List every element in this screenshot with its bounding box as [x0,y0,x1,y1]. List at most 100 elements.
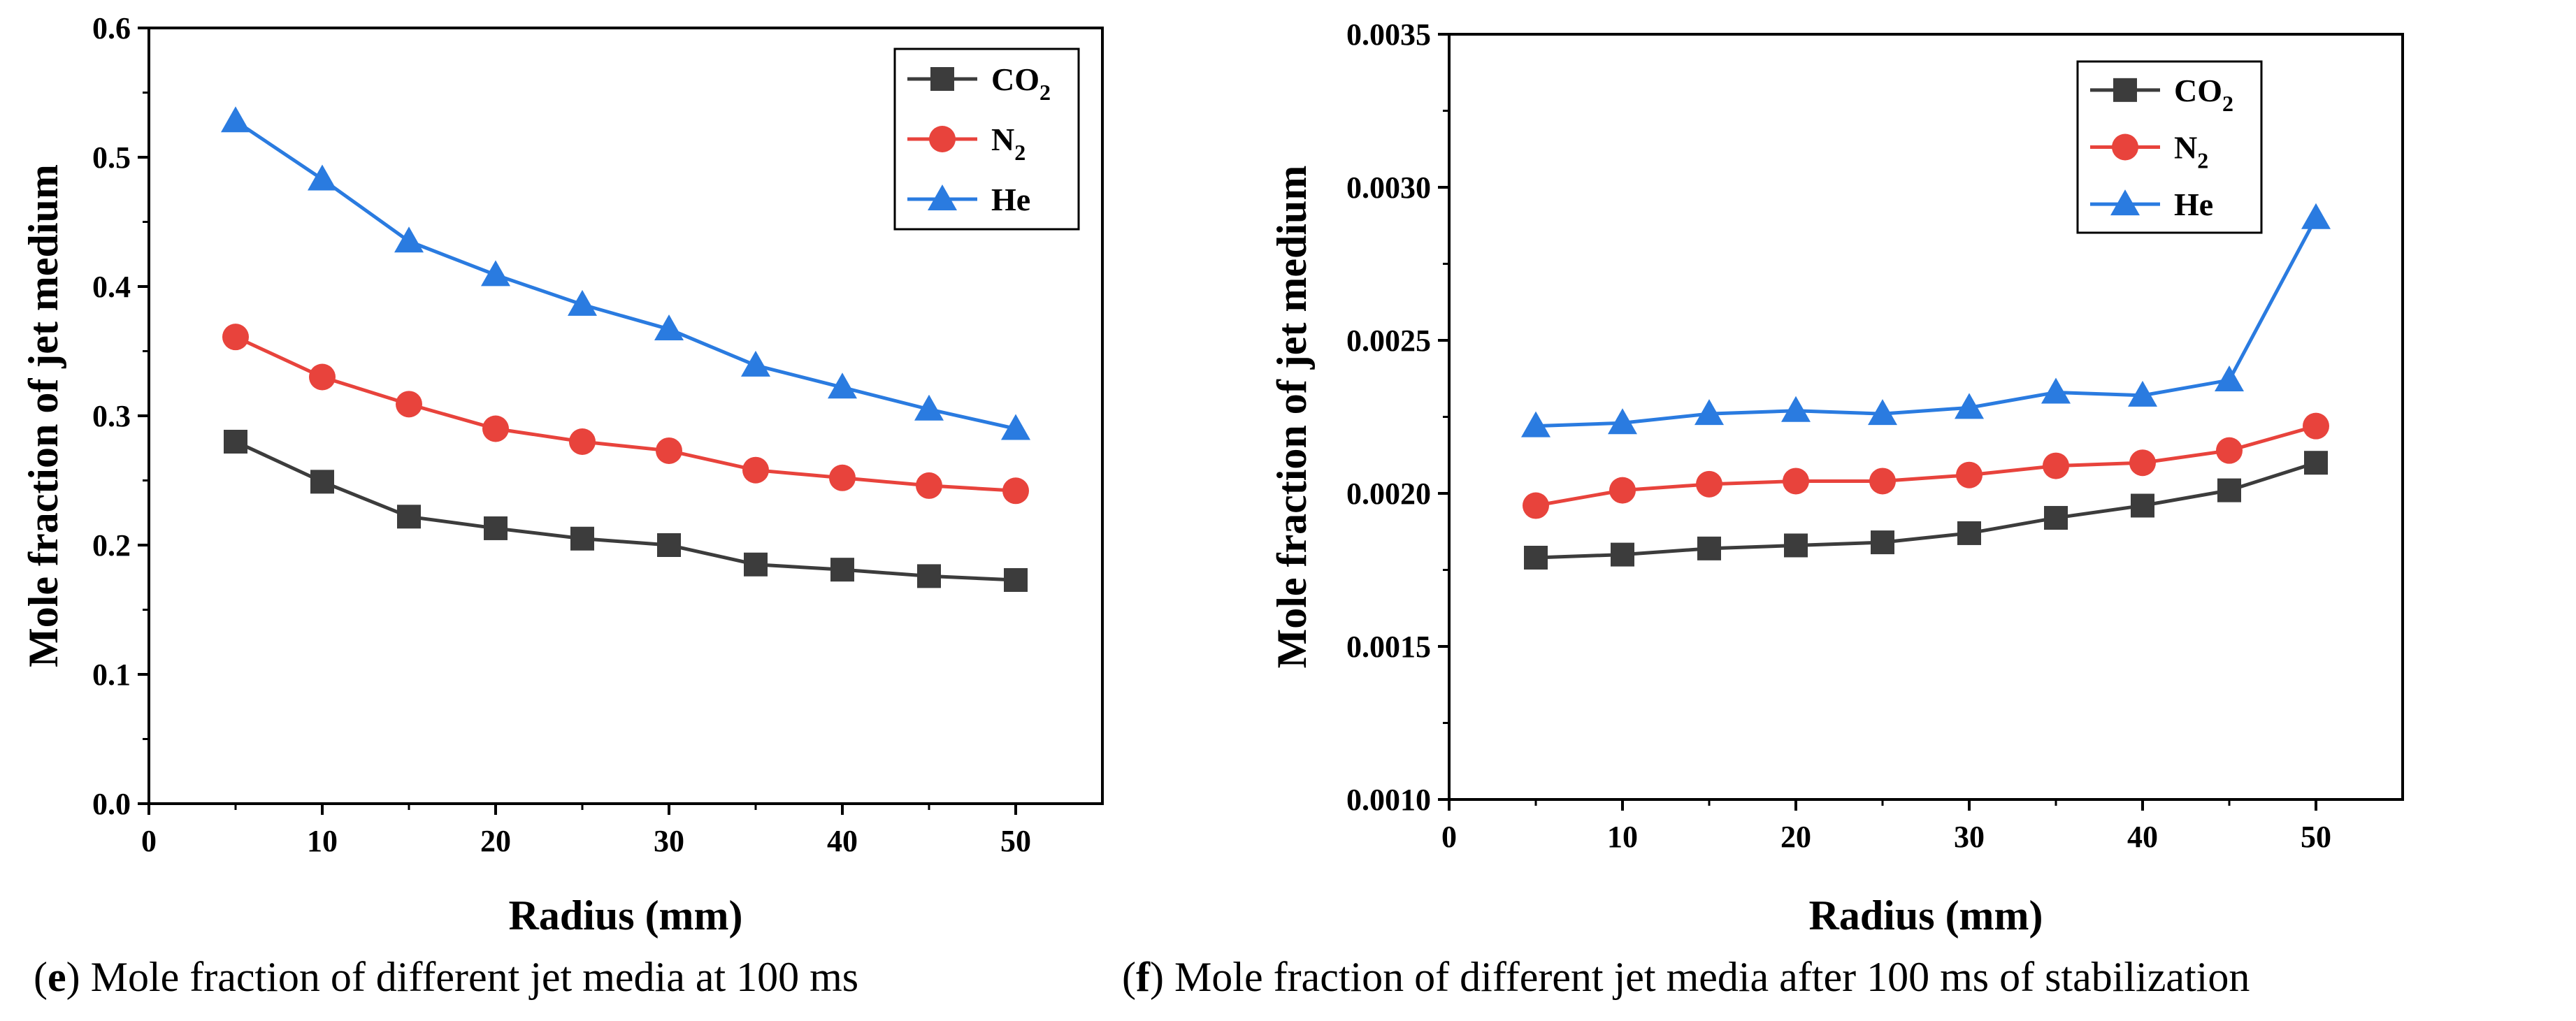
legend-marker [2113,78,2137,102]
x-axis-title: Radius (mm) [1808,892,2043,939]
legend-label: He [991,182,1030,217]
y-tick-label: 0.0035 [1346,17,1431,52]
data-point [916,472,942,499]
legend-item-n2: N2 [907,122,1026,165]
data-point [1869,468,1896,495]
legend-marker [2110,189,2140,216]
data-point [1696,470,1722,498]
data-point [829,464,856,491]
data-point [2128,380,2157,407]
data-point [1521,411,1550,437]
data-point [2043,452,2069,479]
y-tick-label: 0.2 [92,528,131,563]
legend-marker [929,126,956,152]
data-point [1781,396,1811,422]
x-tick-label: 0 [1441,820,1457,854]
legend-label: CO2 [991,61,1051,105]
data-point [484,516,508,540]
data-point [830,558,854,582]
data-point [1956,461,1983,488]
legend-item-n2: N2 [2090,130,2208,173]
data-point [569,428,596,455]
legend: CO2 N2 He [893,48,1080,231]
data-point [1955,393,1984,419]
x-tick-label: 50 [1000,824,1031,858]
data-point [1002,477,1029,505]
y-tick-label: 0.0015 [1346,630,1431,664]
data-point [394,226,424,253]
data-point [221,106,250,133]
series-line [1535,424,2317,507]
data-point [1001,414,1030,440]
legend: CO2 N2 He [2076,60,2263,234]
data-point [657,533,681,557]
data-point [1608,408,1637,435]
series-line [234,120,1016,430]
data-point [1004,567,1028,592]
y-tick-label: 0.3 [92,399,131,433]
data-point [1783,468,1809,495]
series-n2 [222,324,1029,505]
data-point [744,552,768,577]
data-point [224,430,247,454]
legend-label: He [2174,187,2213,222]
data-point [2131,493,2154,518]
legend-label: CO2 [2174,73,2233,116]
data-point [914,394,944,421]
legend-marker [2112,133,2138,161]
data-point [1694,399,1724,426]
data-point [2304,451,2328,475]
chart-f: 0 10 20 30 40 50 0.0010 0.0015 0.0020 0.0025 0.003… [1122,17,2404,1000]
data-point [1609,477,1636,504]
legend-label: N2 [991,122,1026,165]
data-point [741,350,770,377]
data-point [310,470,334,494]
x-tick-label: 40 [2127,820,2158,854]
legend-marker [928,184,957,210]
x-axis-title: Radius (mm) [508,892,742,939]
data-point [2216,437,2243,464]
data-point [1611,542,1634,567]
legend-item-co2: CO2 [2090,73,2233,116]
series-line [1535,217,2318,428]
legend-label: N2 [2174,130,2208,173]
x-tick-label: 10 [307,824,338,858]
data-point [2044,506,2068,530]
data-point [568,289,597,316]
y-tick-label: 0.5 [92,140,131,175]
data-point [1523,492,1549,519]
data-point [1868,399,1897,426]
data-point [570,526,594,551]
data-point [654,314,684,341]
series-line [234,440,1016,582]
x-tick-label: 20 [480,824,511,858]
data-point [2129,449,2156,477]
data-point [1871,530,1894,555]
y-tick-label: 0.1 [92,658,131,692]
x-tick-label: 20 [1780,820,1811,854]
legend-item-he: He [907,182,1030,217]
data-point [1697,536,1721,560]
data-point [2041,377,2071,404]
data-point [482,415,509,442]
data-point [742,456,769,484]
data-point [1784,533,1808,558]
x-tick-label: 10 [1607,820,1638,854]
y-tick-label: 0.0025 [1346,324,1431,358]
data-point [309,363,336,391]
data-point [2301,203,2331,229]
data-point [397,505,421,529]
y-axis-title: Mole fraction of jet medium [1269,166,1315,669]
series-line [1535,461,2317,560]
series-he [221,106,1030,440]
y-tick-label: 0.4 [92,270,131,304]
x-tick-label: 30 [1954,820,1985,854]
data-point [917,564,941,588]
data-point [828,372,857,399]
y-tick-label: 0.6 [92,11,131,45]
series-co2 [1524,451,2328,570]
data-point [1957,521,1981,545]
data-point [481,260,510,287]
data-point [396,391,422,418]
